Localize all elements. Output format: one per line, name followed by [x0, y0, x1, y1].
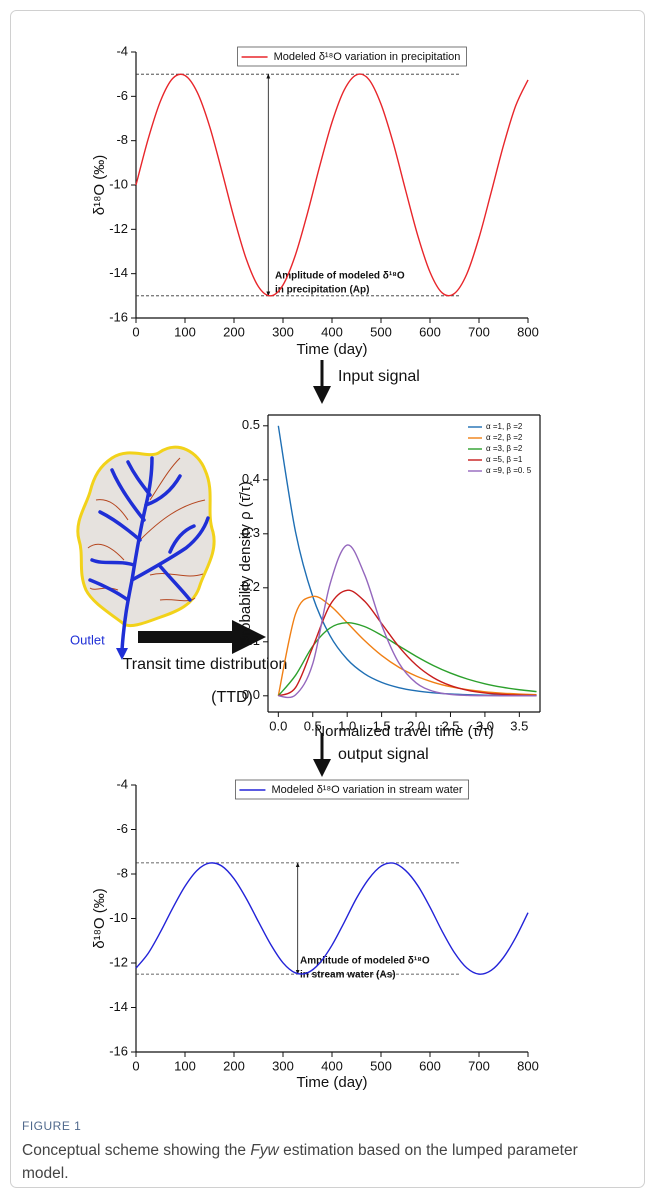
series-line [278, 544, 537, 699]
x-tick-label: 3.0 [476, 718, 494, 733]
x-tick-label: 700 [468, 324, 490, 339]
x-tick-label: 400 [321, 1058, 343, 1073]
x-tick-label: 600 [419, 324, 441, 339]
legend-box [237, 46, 467, 67]
y-tick-label: -6 [116, 821, 128, 836]
x-tick-label: 200 [223, 324, 245, 339]
y-tick-label: -12 [109, 954, 128, 969]
x-tick-label: 2.5 [441, 718, 459, 733]
legend: Modeled δ¹⁸O variation in precipitation [237, 46, 467, 67]
input-arrowhead [313, 386, 331, 404]
x-tick-label: 0 [132, 324, 139, 339]
annotation: in precipitation (Ap) [275, 285, 369, 296]
y-tick-label: -10 [109, 910, 128, 925]
x-axis-label: Time (day) [296, 341, 367, 358]
ttd-label: Transit time distribution [123, 656, 288, 673]
series-line [135, 862, 529, 975]
y-tick-label: -4 [116, 776, 128, 791]
legend-label: α =9, β =0. 5 [486, 466, 532, 475]
legend-label: α =1, β =2 [486, 422, 523, 431]
legend-label: α =3, β =2 [486, 444, 523, 453]
output-signal-label: output signal [338, 746, 429, 763]
y-tick-label: -12 [109, 221, 128, 236]
x-tick-label: 100 [174, 324, 196, 339]
x-tick-label: 1.0 [338, 718, 356, 733]
x-tick-label: 300 [272, 1058, 294, 1073]
caption: Conceptual scheme showing the Fyw estima… [22, 1139, 582, 1185]
y-tick-label: -8 [116, 132, 128, 147]
y-tick-label: -14 [109, 265, 128, 280]
input-signal-label: Input signal [338, 368, 420, 385]
annotation: Amplitude of modeled δ¹⁸O [275, 271, 405, 282]
y-tick-label: 0.2 [242, 579, 260, 594]
legend: Modeled δ¹⁸O variation in stream water [235, 779, 469, 800]
x-tick-label: 700 [468, 1058, 490, 1073]
x-tick-label: 2.0 [407, 718, 425, 733]
flow-arrow [138, 620, 266, 654]
x-tick-label: 800 [517, 1058, 539, 1073]
x-tick-label: 0 [132, 1058, 139, 1073]
series-line [277, 622, 537, 697]
y-tick-label: -16 [109, 309, 128, 324]
x-tick-label: 0.5 [304, 718, 322, 733]
y-tick-label: 0.5 [242, 417, 260, 432]
outlet-label: Outlet [70, 632, 105, 647]
caption-italic: Fyw [250, 1142, 279, 1159]
y-tick-label: -16 [109, 1043, 128, 1058]
y-axis-label: Probability density ρ (τ̄/τ) [237, 481, 254, 646]
x-axis-label: Time (day) [296, 1074, 367, 1091]
legend-label: α =5, β =1 [486, 455, 523, 464]
y-tick-label: -6 [116, 88, 128, 103]
x-tick-label: 400 [321, 324, 343, 339]
y-tick-label: -4 [116, 43, 128, 58]
legend-box [235, 779, 469, 800]
x-tick-label: 300 [272, 324, 294, 339]
x-axis-label: Normalized travel time (τ̄/τ) [314, 723, 493, 740]
y-tick-label: -10 [109, 176, 128, 191]
ttd-abbrev: (TTD) [211, 689, 253, 706]
catchment-diagram [76, 445, 216, 660]
x-tick-label: 500 [370, 324, 392, 339]
series-line [135, 73, 529, 297]
x-tick-label: 600 [419, 1058, 441, 1073]
legend-label: Modeled δ¹⁸O variation in stream water [271, 784, 462, 796]
caption-text: Conceptual scheme showing the [22, 1142, 251, 1159]
y-tick-label: -14 [109, 999, 128, 1014]
y-tick-label: 0.0 [242, 687, 260, 702]
x-tick-label: 200 [223, 1058, 245, 1073]
y-tick-label: -8 [116, 865, 128, 880]
x-tick-label: 800 [517, 324, 539, 339]
y-axis-label: δ¹⁸O (‰) [91, 888, 108, 949]
x-tick-label: 100 [174, 1058, 196, 1073]
y-tick-label: 0.4 [242, 471, 260, 486]
y-tick-label: 0.1 [242, 633, 260, 648]
legend-label: α =2, β =2 [486, 433, 523, 442]
x-tick-label: 1.5 [373, 718, 391, 733]
output-arrowhead [313, 759, 331, 777]
annotation: Amplitude of modeled δ¹⁸O [300, 955, 430, 966]
card-border [10, 10, 645, 1188]
annotation: in stream water (As) [300, 969, 396, 980]
x-tick-label: 3.5 [510, 718, 528, 733]
y-tick-label: 0.3 [242, 525, 260, 540]
x-tick-label: 500 [370, 1058, 392, 1073]
y-axis-label: δ¹⁸O (‰) [91, 155, 108, 216]
series-line [277, 595, 537, 696]
caption-text: estimation based on the lumped parameter… [22, 1142, 578, 1182]
legend-label: Modeled δ¹⁸O variation in precipitation [274, 51, 461, 63]
figure-label: FIGURE 1 [22, 1119, 82, 1133]
x-tick-label: 0.0 [269, 718, 287, 733]
